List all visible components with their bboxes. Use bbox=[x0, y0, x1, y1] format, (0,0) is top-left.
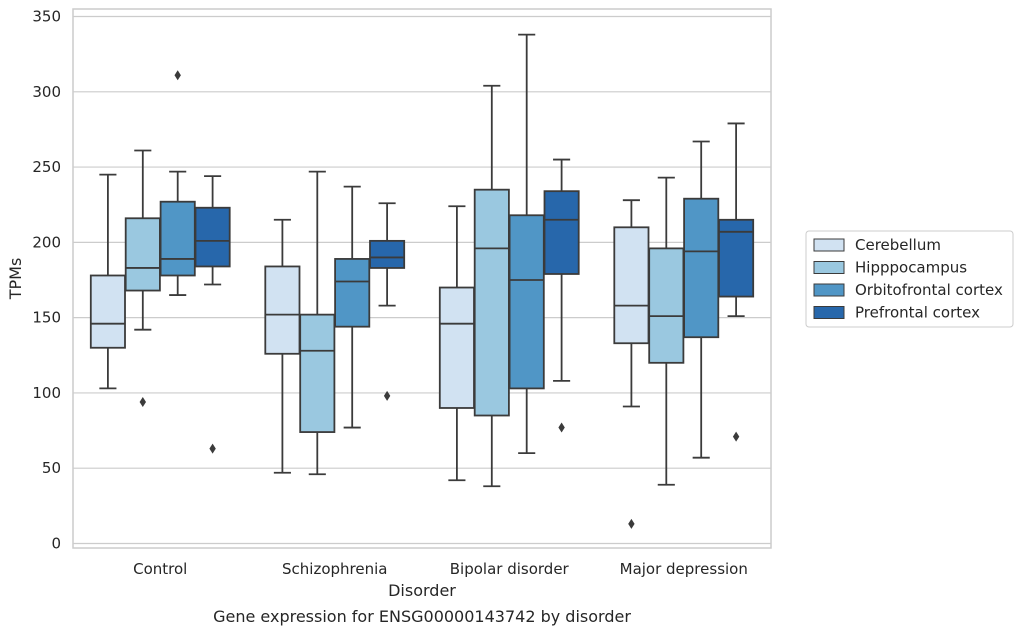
box-cerebellum bbox=[438, 205, 475, 482]
legend-label: Orbitofrontal cortex bbox=[855, 281, 1003, 299]
y-axis-label: TPMs bbox=[6, 258, 25, 301]
y-tick-label: 150 bbox=[32, 309, 61, 327]
outlier-point bbox=[209, 443, 216, 454]
box-iqr bbox=[159, 200, 196, 277]
legend-label: Hipppocampus bbox=[855, 259, 967, 277]
x-tick-label: Bipolar disorder bbox=[450, 560, 570, 578]
x-tick-label: Control bbox=[133, 560, 187, 578]
y-tick-label: 50 bbox=[42, 459, 61, 477]
legend-label: Prefrontal cortex bbox=[855, 304, 980, 322]
box-iqr bbox=[613, 226, 650, 345]
y-tick-label: 300 bbox=[32, 83, 61, 101]
box-orbitofrontal-cortex bbox=[334, 185, 371, 429]
box-iqr bbox=[264, 265, 301, 355]
outlier-point bbox=[383, 390, 391, 401]
y-tick-label: 100 bbox=[32, 384, 61, 402]
box-cerebellum bbox=[89, 173, 126, 390]
y-tick-label: 250 bbox=[32, 158, 61, 176]
legend-swatch bbox=[813, 306, 845, 319]
y-tick-labels: 0 50 100 150 200 250 300 350 bbox=[32, 8, 61, 553]
box-iqr bbox=[473, 188, 510, 417]
y-tick-label: 350 bbox=[32, 8, 61, 26]
box-iqr bbox=[508, 214, 545, 390]
legend-item: Prefrontal cortex bbox=[813, 304, 980, 322]
box-orbitofrontal-cortex bbox=[683, 140, 720, 459]
box-iqr bbox=[124, 217, 161, 292]
box-cerebellum bbox=[613, 199, 650, 529]
box-cerebellum bbox=[264, 218, 301, 474]
chart-caption: Gene expression for ENSG00000143742 by d… bbox=[213, 607, 631, 626]
legend-swatch bbox=[813, 238, 845, 252]
box-iqr bbox=[334, 258, 371, 328]
box-prefrontal-cortex bbox=[718, 122, 755, 442]
legend-item: Hipppocampus bbox=[813, 259, 967, 277]
legend-label: Cerebellum bbox=[855, 236, 941, 254]
x-tick-label: Schizophrenia bbox=[282, 560, 387, 578]
x-tick-labels: Control Schizophrenia Bipolar disorder Majo… bbox=[133, 560, 748, 578]
box-orbitofrontal-cortex bbox=[508, 33, 545, 455]
box-iqr bbox=[89, 274, 126, 349]
box-iqr bbox=[369, 239, 406, 269]
x-axis-label: Disorder bbox=[388, 581, 456, 600]
box-hipppocampus bbox=[124, 149, 161, 407]
outlier-point bbox=[628, 518, 635, 529]
x-tick-label: Major depression bbox=[620, 560, 748, 578]
outlier-point bbox=[732, 431, 740, 442]
box-hipppocampus bbox=[473, 84, 510, 488]
box-prefrontal-cortex bbox=[369, 202, 406, 401]
box-plots bbox=[89, 33, 755, 529]
box-iqr bbox=[648, 247, 685, 364]
outlier-point bbox=[174, 70, 181, 81]
outlier-point bbox=[558, 422, 565, 433]
y-tick-label: 200 bbox=[32, 233, 61, 251]
legend: Cerebellum Hipppocampus Orbitofrontal cort… bbox=[805, 230, 1014, 328]
legend-swatch bbox=[813, 261, 845, 274]
box-iqr bbox=[543, 190, 580, 275]
box-iqr bbox=[194, 206, 231, 268]
legend-item: Cerebellum bbox=[813, 236, 941, 254]
box-iqr bbox=[438, 286, 475, 409]
legend-item: Orbitofrontal cortex bbox=[813, 281, 1003, 299]
box-orbitofrontal-cortex bbox=[159, 70, 196, 296]
legend-swatch bbox=[813, 283, 845, 297]
box-hipppocampus bbox=[299, 170, 336, 476]
box-iqr bbox=[299, 313, 336, 433]
y-tick-label: 0 bbox=[51, 534, 61, 552]
box-hipppocampus bbox=[648, 176, 685, 486]
box-prefrontal-cortex bbox=[194, 175, 231, 454]
outlier-point bbox=[139, 396, 146, 407]
plot-frame bbox=[72, 8, 772, 549]
box-iqr bbox=[683, 197, 720, 339]
box-prefrontal-cortex bbox=[543, 158, 580, 433]
legend-frame bbox=[805, 230, 1014, 328]
